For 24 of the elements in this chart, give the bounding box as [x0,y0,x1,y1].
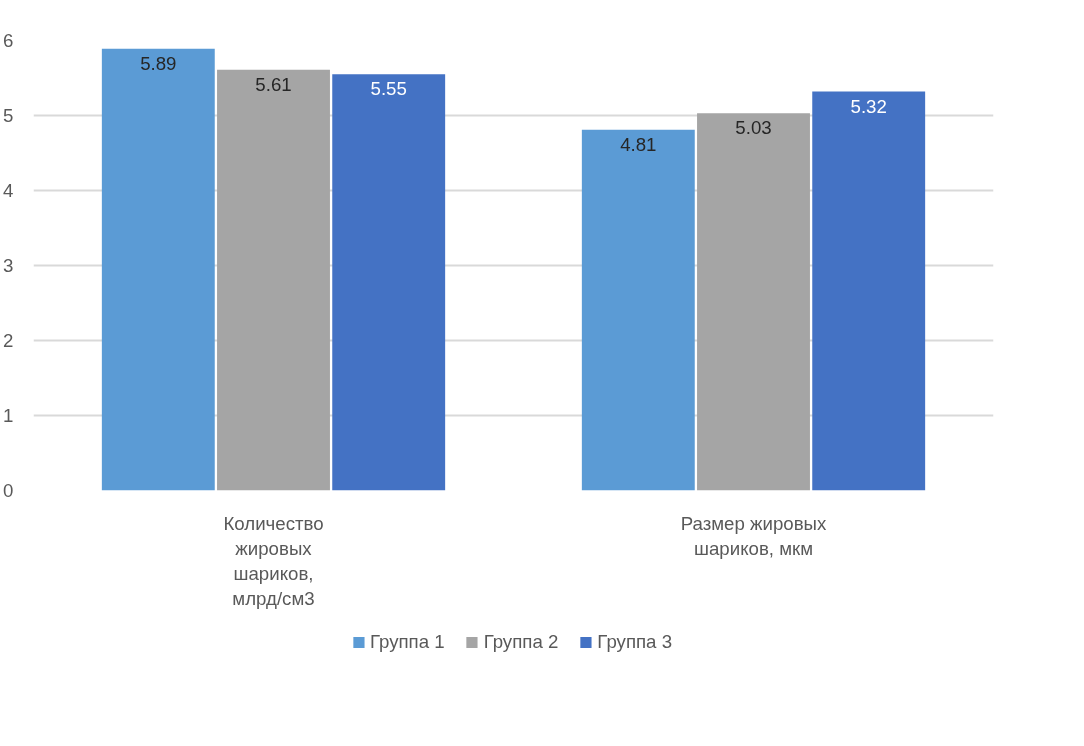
x-tick-label: Количество жировых шариков, млрд/см3 [223,512,324,610]
y-tick-label: 6 [3,30,14,51]
bar [812,91,926,491]
y-tick-label: 0 [3,480,14,501]
bar [581,129,695,491]
y-tick-label: 4 [3,180,14,201]
y-tick-label: 1 [3,405,14,426]
bar [697,113,810,491]
legend-label: Группа 2 [483,631,559,653]
bar [332,74,446,491]
bar [101,48,215,491]
y-tick-label: 5 [3,105,14,126]
data-label: 5.55 [370,78,407,100]
legend-label: Группа 3 [597,631,673,653]
data-label: 5.89 [140,52,177,74]
data-label: 5.03 [735,117,772,139]
data-label: 5.61 [255,73,292,95]
y-tick-label: 3 [3,255,14,276]
data-label: 4.81 [620,133,657,155]
legend-label: Группа 1 [369,631,445,653]
bar [217,69,330,491]
y-tick-label: 2 [3,330,14,351]
x-tick-label: Размер жировых шариков, мкм [680,512,827,559]
data-label: 5.32 [850,95,887,117]
